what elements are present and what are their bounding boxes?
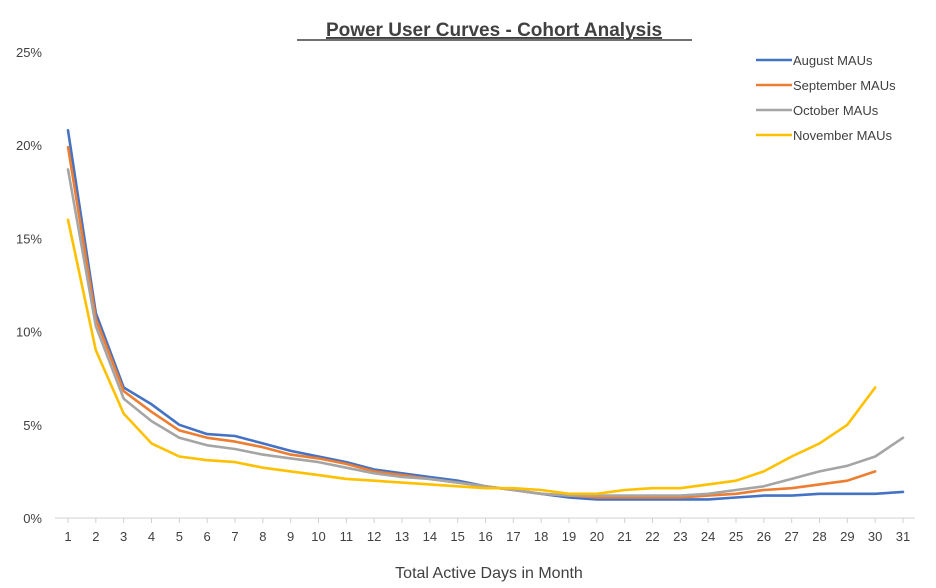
- x-tick-label: 21: [617, 529, 631, 544]
- x-tick-label: 29: [840, 529, 854, 544]
- chart-title: Power User Curves - Cohort Analysis: [326, 20, 662, 41]
- x-tick-label: 12: [367, 529, 381, 544]
- x-tick-label: 22: [645, 529, 659, 544]
- x-tick-label: 19: [562, 529, 576, 544]
- x-tick-label: 3: [120, 529, 127, 544]
- x-tick-label: 5: [176, 529, 183, 544]
- x-tick-label: 4: [148, 529, 155, 544]
- x-tick-label: 24: [701, 529, 715, 544]
- x-tick-label: 13: [395, 529, 409, 544]
- x-tick-label: 26: [757, 529, 771, 544]
- y-tick-label: 20%: [16, 138, 42, 153]
- x-tick-label: 11: [340, 529, 354, 544]
- x-tick-label: 18: [534, 529, 548, 544]
- legend-label: November MAUs: [793, 128, 892, 143]
- series-line-1: [66, 129, 905, 501]
- series-line-2: [66, 145, 877, 499]
- x-tick-label: 14: [423, 529, 437, 544]
- legend-label: October MAUs: [793, 103, 879, 118]
- x-tick-label: 23: [673, 529, 687, 544]
- legend: August MAUs September MAUs October MAUs Nov…: [756, 53, 896, 143]
- x-tick-label: 16: [478, 529, 492, 544]
- x-tick-label: 15: [450, 529, 464, 544]
- series-lines: [66, 129, 905, 501]
- x-tick-label: 7: [231, 529, 238, 544]
- x-axis-label: Total Active Days in Month: [395, 565, 583, 582]
- x-tick-label: 6: [204, 529, 211, 544]
- x-tick-label: 10: [311, 529, 325, 544]
- y-tick-label: 5%: [23, 418, 42, 433]
- x-tick-label: 28: [812, 529, 826, 544]
- x-tick-label: 25: [729, 529, 743, 544]
- x-tick-label: 1: [64, 529, 71, 544]
- x-axis-ticks: 1 2 3 4 5 6 7 8 9 10 11 12 13 14 15 16 17 18 19 20 21 22 23 24 2…: [64, 518, 910, 544]
- x-tick-label: 17: [506, 529, 520, 544]
- series-line-4: [66, 218, 877, 496]
- series-line-3: [66, 168, 905, 497]
- y-tick-label: 25%: [16, 45, 42, 60]
- x-tick-label: 9: [287, 529, 294, 544]
- legend-label: August MAUs: [793, 53, 873, 68]
- legend-label: September MAUs: [793, 78, 896, 93]
- x-tick-label: 2: [92, 529, 99, 544]
- y-tick-label: 0%: [23, 511, 42, 526]
- x-tick-label: 31: [896, 529, 910, 544]
- x-tick-label: 8: [259, 529, 266, 544]
- x-tick-label: 20: [590, 529, 604, 544]
- y-tick-label: 10%: [16, 325, 42, 340]
- y-axis-ticks: 0% 5% 10% 15% 20% 25%: [16, 45, 42, 526]
- x-tick-label: 30: [868, 529, 882, 544]
- y-tick-label: 15%: [16, 231, 42, 246]
- x-tick-label: 27: [784, 529, 798, 544]
